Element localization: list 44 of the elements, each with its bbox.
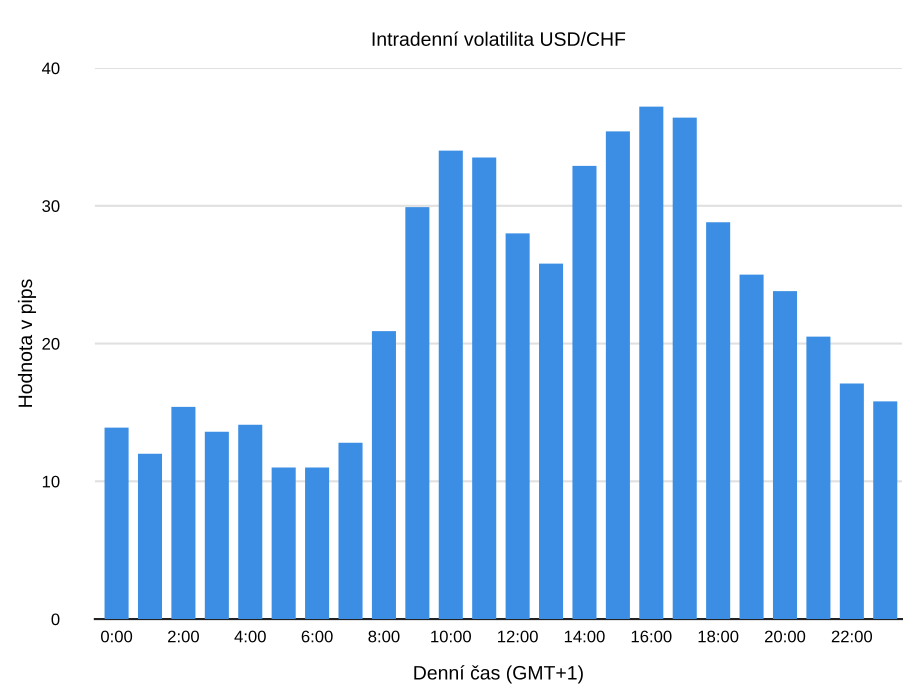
x-tick-label: 6:00	[302, 630, 333, 642]
x-tick-label: 2:00	[168, 630, 199, 642]
x-tick-label: 8:00	[368, 630, 400, 642]
bar	[706, 222, 730, 620]
bar	[171, 406, 196, 620]
bar	[472, 158, 496, 620]
x-tick-label: 16:00	[632, 630, 672, 642]
bar	[338, 442, 363, 620]
x-tick-label: 20:00	[764, 630, 806, 642]
x-tick-label: 22:00	[832, 630, 872, 642]
bar	[305, 468, 330, 620]
x-tick-label: 4:00	[234, 630, 266, 642]
bar	[238, 424, 262, 620]
bar	[840, 383, 864, 620]
bar	[104, 428, 129, 620]
bar	[806, 336, 830, 620]
x-tick-label: 14:00	[564, 630, 605, 642]
y-tick-label: 30	[42, 200, 60, 212]
bar	[539, 264, 564, 620]
y-tick-label: 20	[42, 338, 60, 350]
bar	[639, 106, 664, 620]
y-tick-label: 0	[52, 613, 60, 626]
bar	[438, 150, 463, 620]
bar	[740, 274, 764, 620]
bar	[506, 233, 530, 620]
bar	[204, 432, 229, 620]
bar	[405, 207, 430, 620]
bar	[772, 291, 798, 620]
x-axis-title: Denní čas (GMT+1)	[414, 665, 583, 684]
y-tick-label: 40	[42, 62, 60, 74]
bar	[873, 401, 898, 620]
y-tick-label: 10	[42, 476, 60, 488]
x-tick-label: 0:00	[101, 630, 132, 642]
bar	[372, 331, 396, 620]
x-tick-label: 18:00	[698, 630, 738, 642]
bar	[138, 454, 162, 620]
bar	[606, 131, 630, 620]
y-axis-title: Hodnota v pips	[18, 279, 36, 407]
bar	[572, 166, 596, 620]
chart-title: Intradenní volatilita USD/CHF	[372, 31, 626, 46]
bar	[272, 468, 296, 620]
bar	[672, 118, 697, 620]
x-tick-label: 12:00	[498, 630, 538, 642]
x-tick-label: 10:00	[431, 630, 471, 642]
